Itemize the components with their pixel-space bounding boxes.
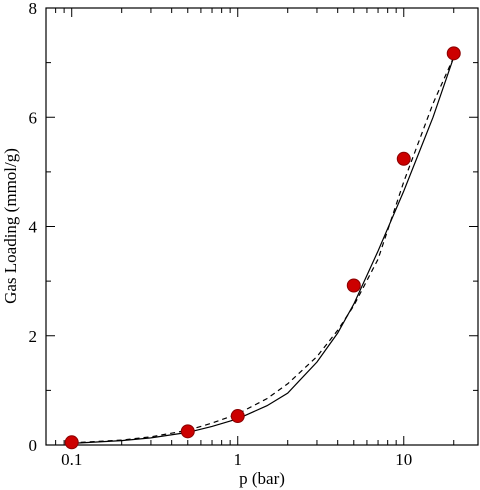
data-point [230,409,245,424]
data-point [180,424,195,439]
dashed-curve [71,56,455,444]
x-axis-ticks: 0.1 1 10 [45,8,455,469]
y-tick-label: 8 [29,0,38,18]
x-tick-label: 1 [233,450,242,469]
series-points [64,46,461,450]
y-tick-label: 6 [29,108,38,127]
data-point [64,435,79,450]
y-tick-label: 0 [29,436,38,455]
data-point [446,46,461,61]
data-point [346,278,361,293]
y-axis-ticks: 0 2 4 6 8 [29,0,478,455]
x-tick-label: 0.1 [61,450,82,469]
solid-curve [71,57,455,444]
y-tick-label: 2 [29,327,38,346]
data-point [396,151,411,166]
x-tick-label: 10 [395,450,412,469]
series-lines [71,56,455,444]
x-axis-label: p (bar) [239,469,285,488]
y-axis-label: Gas Loading (mmol/g) [1,148,20,304]
y-tick-label: 4 [29,218,38,237]
plot-frame [45,7,479,446]
